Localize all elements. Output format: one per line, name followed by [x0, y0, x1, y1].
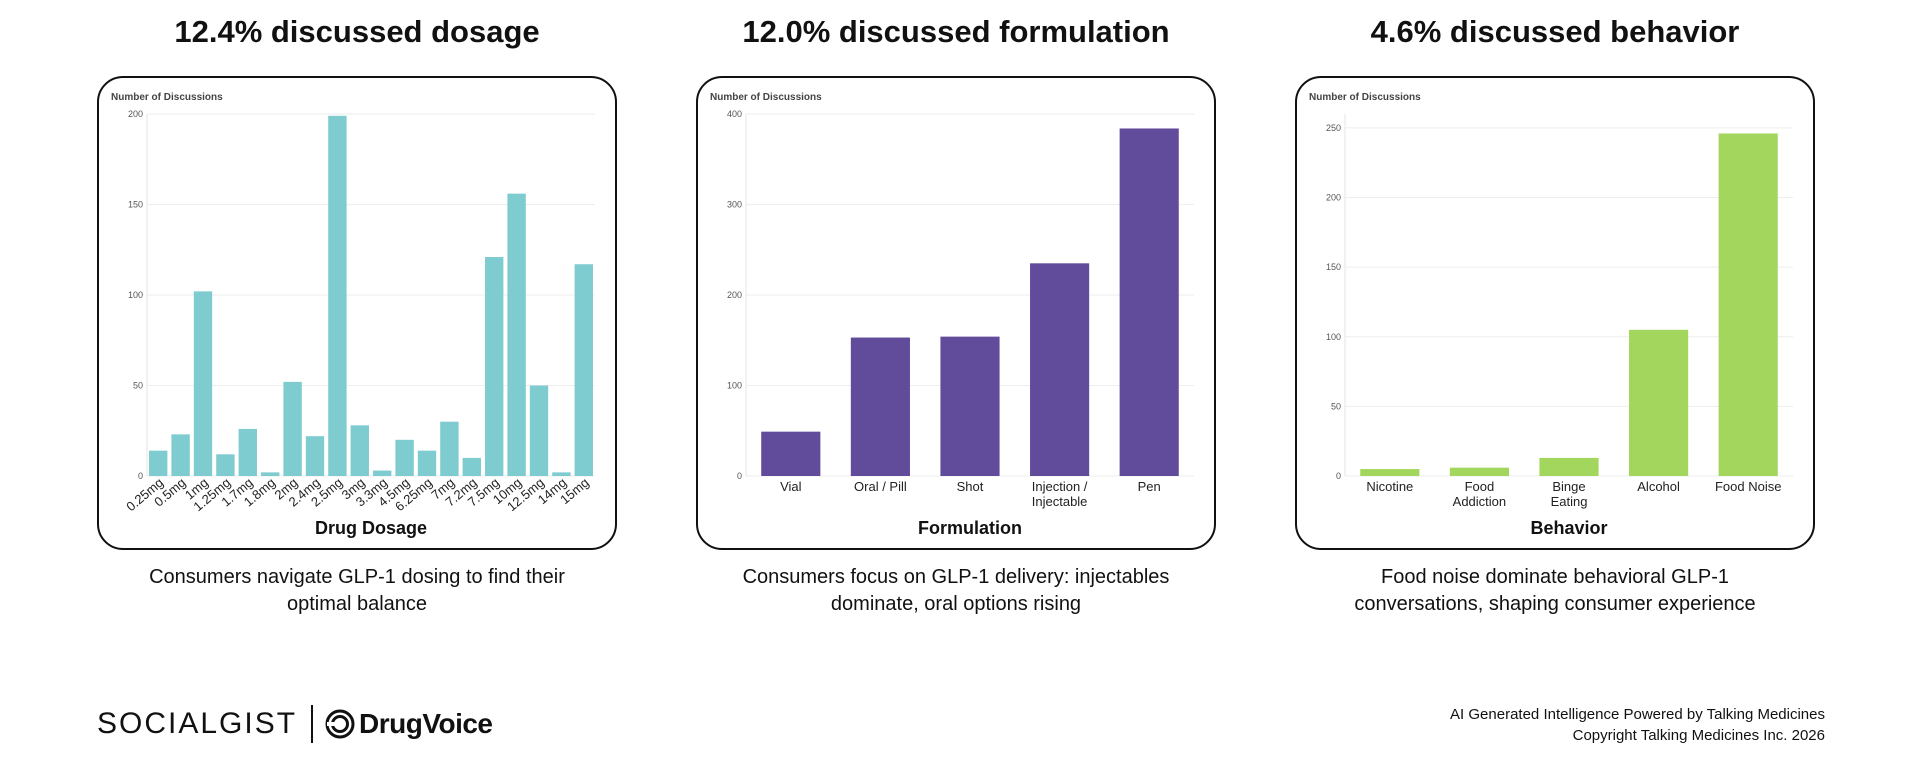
- bar-binge-eating: [1539, 457, 1599, 476]
- y-tick-label: 200: [1326, 193, 1341, 203]
- y-tick-label: 0: [1336, 471, 1341, 481]
- dosage-caption-line2: optimal balance: [286, 593, 428, 615]
- drugvoice-mark-icon: [325, 709, 355, 739]
- formulation-caption-line2: dominate, oral options rising: [830, 593, 1082, 615]
- x-tick-label: Injectable: [1032, 494, 1088, 509]
- dosage-caption-line1: Consumers navigate GLP-1 dosing to find …: [149, 566, 565, 588]
- dosage-caption: Consumers navigate GLP-1 dosing to find …: [97, 564, 617, 618]
- y-tick-label: 0: [138, 471, 143, 481]
- footer-logos: SOCIALGIST DrugVoice: [97, 704, 493, 744]
- bar-0-5mg: [171, 434, 190, 476]
- behavior-panel: 4.6% discussed behavior Number of Discus…: [1295, 0, 1815, 640]
- bar-12-5mg: [529, 385, 549, 476]
- x-tick-label: Nicotine: [1366, 479, 1413, 494]
- bar-alcohol: [1629, 329, 1689, 476]
- formulation-panel: 12.0% discussed formulation Number of Di…: [696, 0, 1216, 640]
- bar-food-addiction: [1449, 467, 1509, 476]
- socialgist-logo: SOCIALGIST: [97, 707, 298, 740]
- bar-4-5mg: [395, 439, 414, 476]
- dosage-panel: 12.4% discussed dosage Number of Discuss…: [97, 0, 617, 640]
- y-tick-label: 0: [737, 471, 742, 481]
- y-tick-label: 100: [727, 381, 742, 391]
- bar-pen: [1119, 128, 1179, 477]
- bar-2-5mg: [328, 115, 347, 476]
- drugvoice-logo-text: DrugVoice: [359, 708, 493, 739]
- x-tick-label: Food: [1465, 479, 1495, 494]
- x-tick-label: Shot: [957, 479, 984, 494]
- dosage-bar-chart: Number of Discussions0501001502000.25mg0…: [111, 92, 595, 538]
- bar-7mg: [440, 421, 459, 476]
- x-tick-label: Injection /: [1032, 479, 1088, 494]
- drugvoice-logo: DrugVoice: [325, 708, 493, 740]
- bar-15mg: [574, 264, 593, 476]
- bar-food-noise: [1718, 133, 1778, 476]
- x-axis-label: Drug Dosage: [315, 518, 427, 538]
- bar-2-4mg: [305, 436, 325, 476]
- x-tick-label: Alcohol: [1637, 479, 1680, 494]
- x-tick-label: Addiction: [1453, 494, 1506, 509]
- y-axis-label: Number of Discussions: [111, 92, 223, 103]
- bar-shot: [940, 336, 1000, 476]
- y-tick-label: 150: [128, 200, 143, 210]
- x-tick-label: Vial: [780, 479, 802, 494]
- x-tick-label: Oral / Pill: [854, 479, 907, 494]
- bar-vial: [761, 431, 821, 476]
- formulation-caption: Consumers focus on GLP-1 delivery: injec…: [696, 564, 1216, 618]
- bar-7-2mg: [462, 457, 481, 476]
- behavior-chart-card: Number of Discussions 0 50 100 150 200 250 Nico…: [1295, 76, 1815, 550]
- footer-credits: AI Generated Intelligence Powered by Tal…: [1450, 704, 1825, 746]
- bar-0-25mg: [149, 450, 168, 476]
- bar-nicotine: [1360, 469, 1420, 476]
- bar-2mg: [283, 381, 302, 476]
- bar-3-3mg: [373, 470, 392, 476]
- y-tick-label: 400: [727, 109, 742, 119]
- bar-1-8mg: [261, 472, 280, 476]
- footer-copyright-line: Copyright Talking Medicines Inc. 2026: [1572, 727, 1825, 744]
- y-tick-label: 200: [727, 290, 742, 300]
- y-tick-label: 50: [133, 381, 143, 391]
- y-tick-label: 150: [1326, 262, 1341, 272]
- bar-1-7mg: [238, 428, 257, 476]
- bar-1-25mg: [216, 454, 235, 476]
- bar-7-5mg: [485, 256, 504, 476]
- y-axis-label: Number of Discussions: [1309, 92, 1421, 103]
- bar-10mg: [507, 193, 526, 476]
- dosage-chart-card: Number of Discussions 0 50 100 150 200 0.25mg 0…: [97, 76, 617, 550]
- y-tick-label: 250: [1326, 123, 1341, 133]
- formulation-caption-line1: Consumers focus on GLP-1 delivery: injec…: [742, 566, 1170, 588]
- x-axis-label: Behavior: [1530, 518, 1607, 538]
- bar-oral-pill: [850, 337, 910, 476]
- behavior-caption: Food noise dominate behavioral GLP-1 con…: [1295, 564, 1815, 618]
- x-axis-label: Formulation: [918, 518, 1022, 538]
- y-tick-label: 300: [727, 200, 742, 210]
- formulation-panel-title: 12.0% discussed formulation: [742, 14, 1170, 49]
- y-tick-label: 100: [128, 290, 143, 300]
- behavior-caption-line1: Food noise dominate behavioral GLP-1: [1381, 566, 1729, 588]
- dosage-panel-title: 12.4% discussed dosage: [174, 14, 540, 49]
- logo-divider: [311, 705, 314, 743]
- y-tick-label: 200: [128, 109, 143, 119]
- y-axis-label: Number of Discussions: [710, 92, 822, 103]
- bar-3mg: [350, 425, 369, 476]
- x-tick-label: Pen: [1138, 479, 1161, 494]
- formulation-bar-chart: Number of Discussions 0 100 200 300 400 Vial Or…: [710, 92, 1194, 538]
- bar-1mg: [193, 291, 213, 476]
- x-tick-label: Eating: [1551, 494, 1588, 509]
- y-tick-label: 50: [1331, 401, 1341, 411]
- y-tick-label: 100: [1326, 332, 1341, 342]
- x-tick-label: Binge: [1552, 479, 1585, 494]
- behavior-panel-title: 4.6% discussed behavior: [1370, 14, 1740, 49]
- x-tick-label: Food Noise: [1715, 479, 1781, 494]
- behavior-caption-line2: conversations, shaping consumer experien…: [1354, 593, 1756, 615]
- behavior-bar-chart: Number of Discussions 0 50 100 150 200 250 Nico…: [1309, 92, 1793, 538]
- bar-injection-injectable: [1030, 263, 1090, 476]
- bar-6-25mg: [417, 450, 437, 476]
- formulation-chart-card: Number of Discussions 0 100 200 300 400 Vial Or…: [696, 76, 1216, 550]
- footer-credit-line: AI Generated Intelligence Powered by Tal…: [1450, 706, 1825, 723]
- bar-14mg: [552, 472, 571, 476]
